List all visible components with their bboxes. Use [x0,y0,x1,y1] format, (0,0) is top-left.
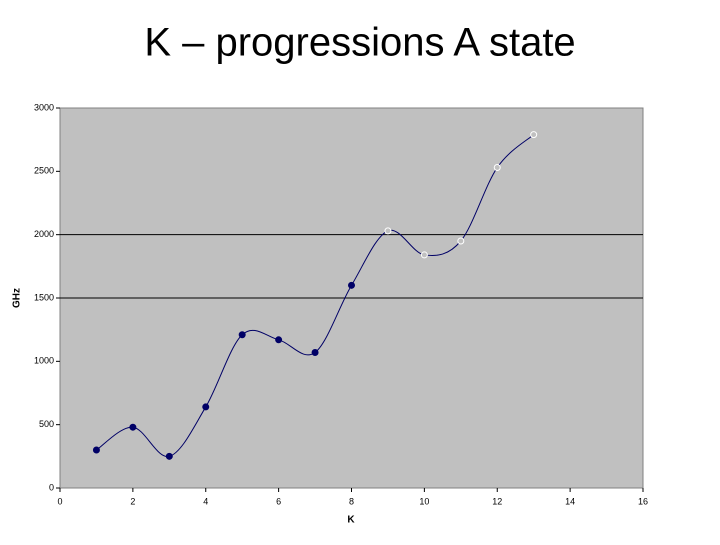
x-tick-label: 2 [130,496,135,506]
data-point [238,331,246,339]
x-tick-label: 6 [276,496,281,506]
data-point [92,446,100,454]
data-point [165,452,173,460]
y-tick-label: 2000 [34,229,54,239]
y-tick-label: 0 [49,482,54,492]
data-point [420,251,428,259]
data-point [348,281,355,289]
x-tick-label: 12 [492,496,502,506]
y-tick-label: 1000 [34,356,54,366]
y-axis-label: GHz [12,288,23,308]
data-point [457,237,465,245]
data-point [202,403,210,411]
data-point [530,131,538,139]
data-point [384,227,392,235]
x-tick-label: 10 [419,496,429,506]
x-tick-label: 4 [203,496,208,506]
y-tick-label: 500 [39,419,54,429]
y-tick-label: 3000 [34,102,54,112]
x-tick-label: 14 [565,496,575,506]
data-point [275,336,283,344]
x-tick-label: 16 [638,496,648,506]
data-point [311,348,319,356]
chart-title: K – progressions A state [144,21,575,65]
data-point [129,423,137,431]
y-tick-label: 1500 [34,292,54,302]
y-tick-label: 2500 [34,166,54,176]
x-tick-label: 0 [57,496,62,506]
x-axis-label: K [347,515,355,526]
x-tick-label: 8 [349,496,354,506]
data-point [493,164,501,172]
